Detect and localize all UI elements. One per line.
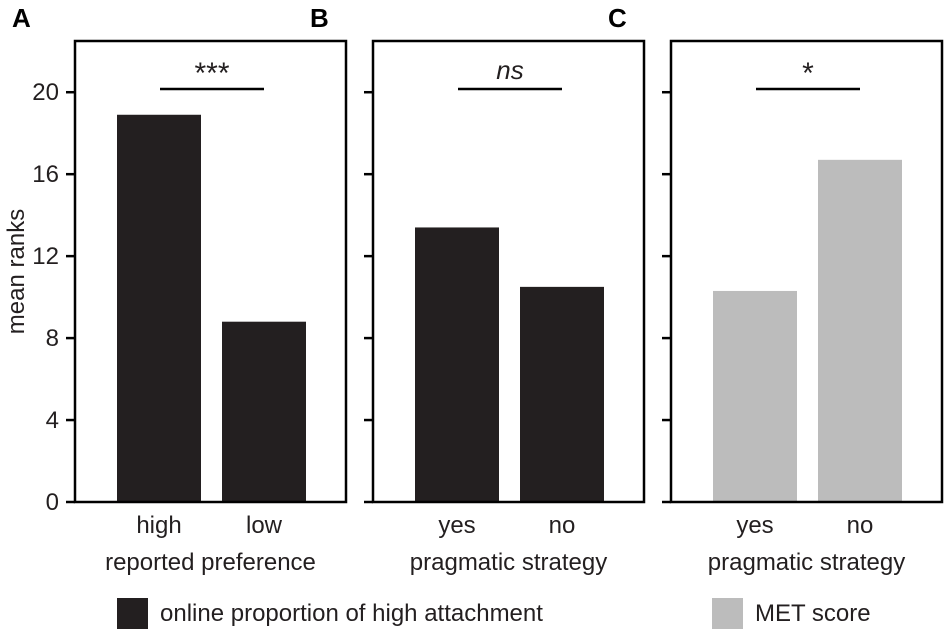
- significance-label: ns: [496, 55, 523, 85]
- panel-frame: [73, 39, 348, 504]
- y-axis-label: mean ranks: [3, 209, 30, 334]
- x-tick-label-no: no: [549, 512, 576, 539]
- x-tick-label-low: low: [246, 512, 283, 539]
- legend-swatch-online-proportion-of-high-attachment: [117, 598, 148, 629]
- chart-legend: online proportion of high attachment MET …: [117, 598, 871, 629]
- significance-label: ***: [194, 57, 229, 90]
- panel-frame: [669, 39, 944, 504]
- x-tick-label-no: no: [847, 512, 874, 539]
- x-tick-label-high: high: [136, 512, 181, 539]
- x-axis-label: reported preference: [105, 549, 316, 576]
- y-tick-label-20: 20: [32, 79, 59, 106]
- bar-high: [117, 114, 201, 502]
- panel-label: A: [12, 3, 31, 33]
- y-tick-label-12: 12: [32, 243, 59, 270]
- y-tick-label-8: 8: [46, 325, 59, 352]
- legend-label-met-score: MET score: [755, 600, 871, 627]
- panel-label: C: [608, 3, 627, 33]
- y-tick-label-0: 0: [46, 489, 59, 516]
- x-tick-label-yes: yes: [438, 512, 475, 539]
- legend-label-online-proportion-of-high-attachment: online proportion of high attachment: [160, 600, 543, 627]
- bar-yes: [415, 227, 499, 502]
- bar-no: [818, 159, 902, 502]
- panel-label: B: [310, 3, 329, 33]
- x-axis-label: pragmatic strategy: [410, 549, 607, 576]
- panel-frame: [371, 39, 646, 504]
- x-tick-label-yes: yes: [736, 512, 773, 539]
- x-axis-label: pragmatic strategy: [708, 549, 905, 576]
- legend-swatch-met-score: [712, 598, 743, 629]
- bar-yes: [713, 290, 797, 502]
- y-tick-label-4: 4: [46, 407, 59, 434]
- y-tick-label-16: 16: [32, 161, 59, 188]
- bar-low: [222, 321, 306, 502]
- bar-no: [520, 286, 604, 502]
- significance-label: *: [802, 57, 814, 90]
